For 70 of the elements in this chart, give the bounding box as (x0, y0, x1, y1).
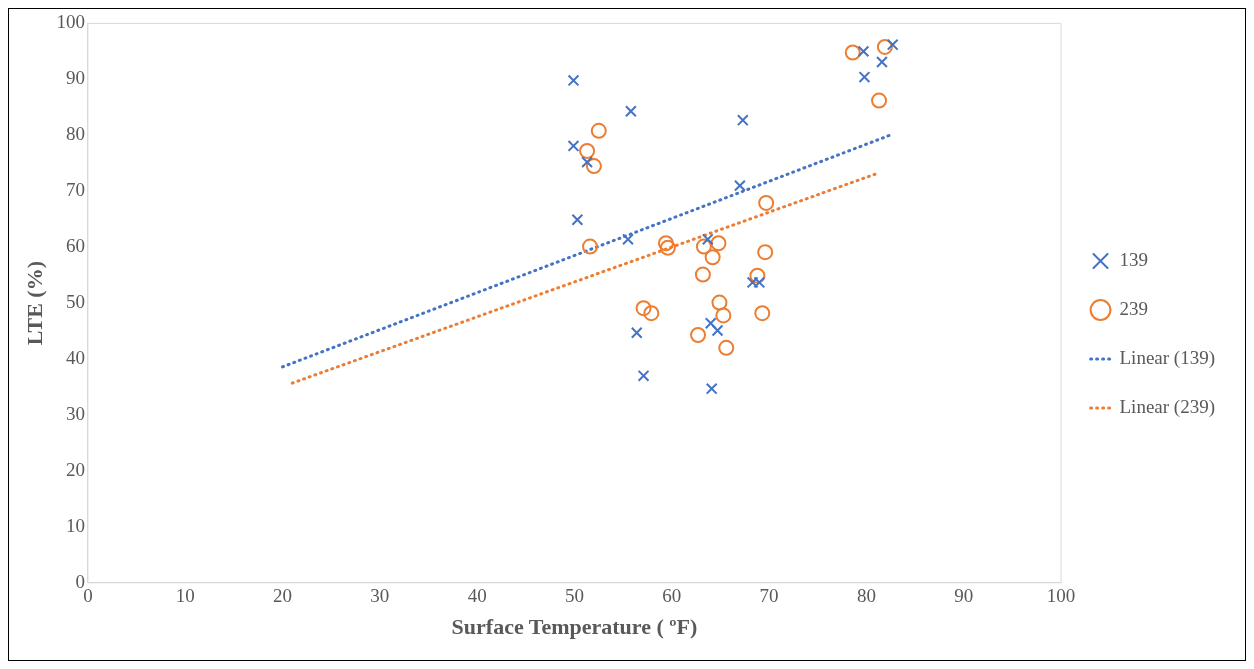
x-tick-label: 80 (856, 585, 876, 607)
point (630, 326, 643, 339)
point (622, 233, 634, 246)
point (746, 276, 759, 289)
point (581, 156, 594, 169)
y-tick-label: 90 (65, 67, 85, 89)
legend-label: Linear (139) (1119, 346, 1215, 369)
x-tick-label: 90 (954, 585, 974, 607)
point (624, 105, 637, 118)
y-tick-label: 70 (65, 179, 85, 201)
x-tick-label: 30 (370, 585, 390, 607)
x-tick-label: 50 (564, 585, 584, 607)
point (757, 244, 774, 261)
point (637, 369, 650, 382)
point (635, 300, 652, 317)
y-tick-label: 50 (65, 291, 85, 313)
y-tick-label: 30 (65, 402, 85, 424)
point (733, 179, 746, 192)
point (695, 238, 712, 255)
point (704, 317, 717, 330)
point (585, 158, 602, 175)
legend-label: 239 (1119, 297, 1149, 319)
y-tick-label: 80 (65, 123, 85, 145)
point (694, 266, 711, 283)
point (876, 56, 888, 68)
point (711, 294, 728, 311)
y-tick-label: 40 (65, 347, 85, 369)
point (657, 235, 674, 252)
point (590, 122, 607, 139)
point (858, 71, 871, 84)
point (876, 38, 893, 55)
y-tick-label: 100 (56, 11, 85, 33)
point (567, 74, 580, 87)
point (718, 339, 735, 356)
x-tick-label: 20 (273, 585, 293, 607)
x-tick-label: 100 (1046, 585, 1076, 607)
x-axis-title: Surface Temperature ( ºF) (451, 614, 698, 640)
y-tick-label: 0 (75, 570, 85, 592)
point (571, 213, 584, 226)
point (567, 139, 580, 152)
point (659, 239, 676, 256)
legend-label: 139 (1119, 248, 1149, 270)
point (871, 92, 888, 109)
point (710, 235, 727, 252)
point (705, 382, 718, 395)
x-tick-label: 10 (175, 585, 195, 607)
point (749, 267, 766, 284)
x-tick-label: 70 (759, 585, 779, 607)
y-tick-label: 10 (65, 514, 85, 536)
point (701, 233, 714, 246)
point (758, 194, 775, 211)
legend-label: Linear (239) (1119, 395, 1215, 418)
point (579, 142, 596, 159)
x-tick-label: 60 (662, 585, 682, 607)
point (754, 305, 771, 322)
point (736, 114, 749, 127)
point (711, 324, 724, 337)
point (886, 38, 899, 51)
y-axis-title: LTE (%) (21, 261, 47, 346)
x-tick-label: 40 (467, 585, 487, 607)
point (690, 326, 707, 343)
y-tick-label: 20 (65, 458, 85, 480)
point (857, 45, 870, 58)
point (753, 276, 766, 289)
point (844, 44, 861, 61)
point (643, 305, 660, 322)
point (704, 249, 721, 266)
y-tick-label: 60 (65, 235, 85, 257)
point (582, 238, 599, 255)
point (715, 307, 732, 324)
